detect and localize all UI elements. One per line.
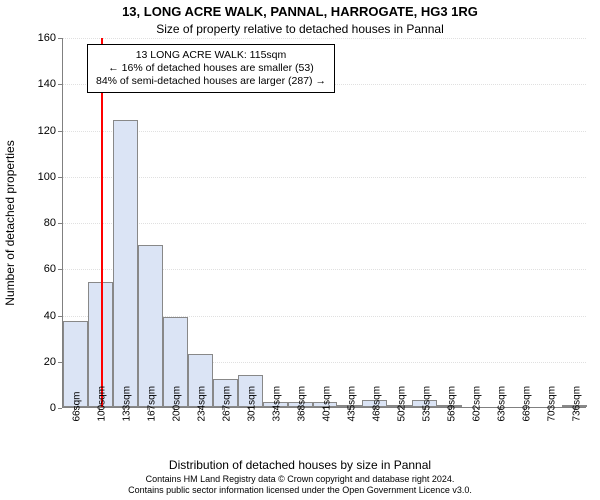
- y-tick-label: 80: [26, 217, 56, 229]
- annotation-line-2: ← 16% of detached houses are smaller (53…: [96, 62, 326, 75]
- y-tick-label: 100: [26, 171, 56, 183]
- y-tick-mark: [58, 362, 62, 363]
- y-tick-label: 0: [26, 402, 56, 414]
- histogram-bar: [138, 245, 163, 407]
- y-tick-mark: [58, 408, 62, 409]
- y-tick-mark: [58, 177, 62, 178]
- gridline: [63, 38, 586, 39]
- y-tick-mark: [58, 84, 62, 85]
- annotation-line-1: 13 LONG ACRE WALK: 115sqm: [96, 49, 326, 62]
- y-tick-label: 20: [26, 356, 56, 368]
- y-tick-mark: [58, 223, 62, 224]
- footer-line-2: Contains public sector information licen…: [0, 485, 600, 496]
- chart-container: 13, LONG ACRE WALK, PANNAL, HARROGATE, H…: [0, 0, 600, 500]
- y-tick-label: 120: [26, 125, 56, 137]
- gridline: [63, 223, 586, 224]
- chart-title: 13, LONG ACRE WALK, PANNAL, HARROGATE, H…: [0, 4, 600, 19]
- x-axis-label: Distribution of detached houses by size …: [0, 458, 600, 472]
- annotation-line-3: 84% of semi-detached houses are larger (…: [96, 75, 326, 88]
- y-tick-label: 140: [26, 78, 56, 90]
- gridline: [63, 131, 586, 132]
- y-tick-mark: [58, 38, 62, 39]
- y-tick-label: 160: [26, 32, 56, 44]
- y-axis-label: Number of detached properties: [3, 140, 17, 305]
- annotation-box: 13 LONG ACRE WALK: 115sqm ← 16% of detac…: [87, 44, 335, 93]
- y-tick-label: 40: [26, 310, 56, 322]
- histogram-bar: [113, 120, 138, 407]
- footer-line-1: Contains HM Land Registry data © Crown c…: [0, 474, 600, 485]
- y-tick-mark: [58, 316, 62, 317]
- footer-attribution: Contains HM Land Registry data © Crown c…: [0, 474, 600, 496]
- chart-subtitle: Size of property relative to detached ho…: [0, 22, 600, 36]
- y-tick-mark: [58, 269, 62, 270]
- plot-area: 13 LONG ACRE WALK: 115sqm ← 16% of detac…: [62, 38, 586, 408]
- y-tick-mark: [58, 131, 62, 132]
- gridline: [63, 177, 586, 178]
- y-tick-label: 60: [26, 263, 56, 275]
